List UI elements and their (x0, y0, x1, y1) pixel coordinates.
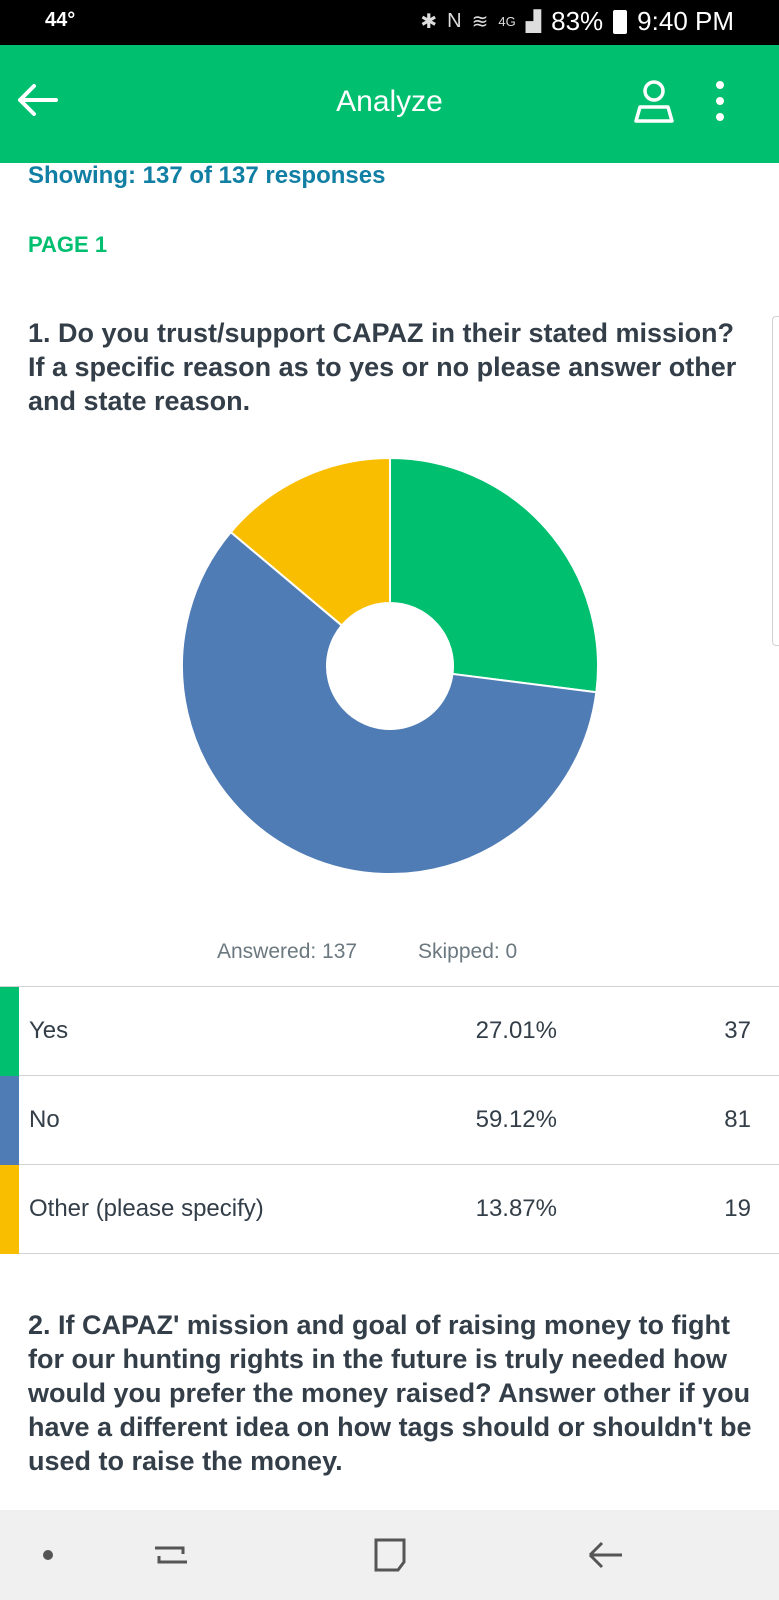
pie-slice-yes (389, 456, 599, 694)
wifi-icon: ≋ (471, 11, 489, 33)
answer-percent: 13.87% (475, 1195, 557, 1222)
answer-label: Yes (29, 1017, 69, 1044)
color-swatch (0, 987, 19, 1076)
bluetooth-icon: ✱ (420, 11, 438, 33)
question-1-title: 1. Do you trust/support CAPAZ in their s… (28, 318, 737, 416)
status-bar: 44° ✱ N ≋ 4G ▟ 83% 9:40 PM (0, 0, 779, 45)
app-bar: Analyze (0, 45, 779, 163)
signal-icon: ▟ (525, 11, 542, 33)
back-arrow-icon[interactable] (12, 75, 62, 125)
more-vert-icon[interactable] (700, 77, 740, 125)
answer-count: 81 (724, 1106, 751, 1133)
answer-percent: 59.12% (475, 1106, 557, 1133)
table-row: Yes 27.01% 37 (0, 987, 779, 1076)
home-icon[interactable] (364, 1530, 416, 1580)
donut-chart (181, 456, 599, 875)
system-nav-bar (0, 1510, 779, 1600)
responses-table: Yes 27.01% 37 No 59.12% 81 Other (please… (0, 986, 779, 1254)
temperature-text: 44° (45, 9, 76, 31)
table-row: Other (please specify) 13.87% 19 (0, 1165, 779, 1254)
answer-count: 37 (724, 1017, 751, 1044)
scrollbar[interactable] (772, 316, 779, 646)
dot-icon[interactable] (22, 1530, 74, 1580)
pie-slice-no (181, 530, 598, 875)
nfc-icon: N (447, 10, 462, 32)
page-label: PAGE 1 (28, 232, 108, 257)
table-row: No 59.12% 81 (0, 1076, 779, 1165)
page-title: Analyze (336, 85, 443, 118)
question-2-title: 2. If CAPAZ' mission and goal of raising… (28, 1310, 752, 1476)
battery-text: 83% (551, 6, 604, 36)
answered-count: Answered: 137 (217, 940, 358, 963)
answer-label: No (29, 1106, 60, 1133)
showing-responses-link[interactable]: Showing: 137 of 137 responses (28, 162, 386, 189)
battery-icon (613, 9, 628, 34)
pie-slice-other (229, 456, 391, 627)
recents-icon[interactable] (145, 1530, 197, 1580)
back-icon[interactable] (580, 1530, 632, 1580)
skipped-count: Skipped: 0 (418, 940, 518, 963)
time-text: 9:40 PM (637, 6, 734, 36)
color-swatch (0, 1076, 19, 1165)
answer-count: 19 (724, 1195, 751, 1222)
status-right: ✱ N ≋ 4G ▟ 83% 9:40 PM (420, 6, 734, 37)
lte-icon: 4G (498, 14, 516, 29)
user-icon[interactable] (630, 77, 678, 125)
answer-label: Other (please specify) (29, 1195, 264, 1222)
answer-percent: 27.01% (475, 1017, 557, 1044)
color-swatch (0, 1165, 19, 1254)
